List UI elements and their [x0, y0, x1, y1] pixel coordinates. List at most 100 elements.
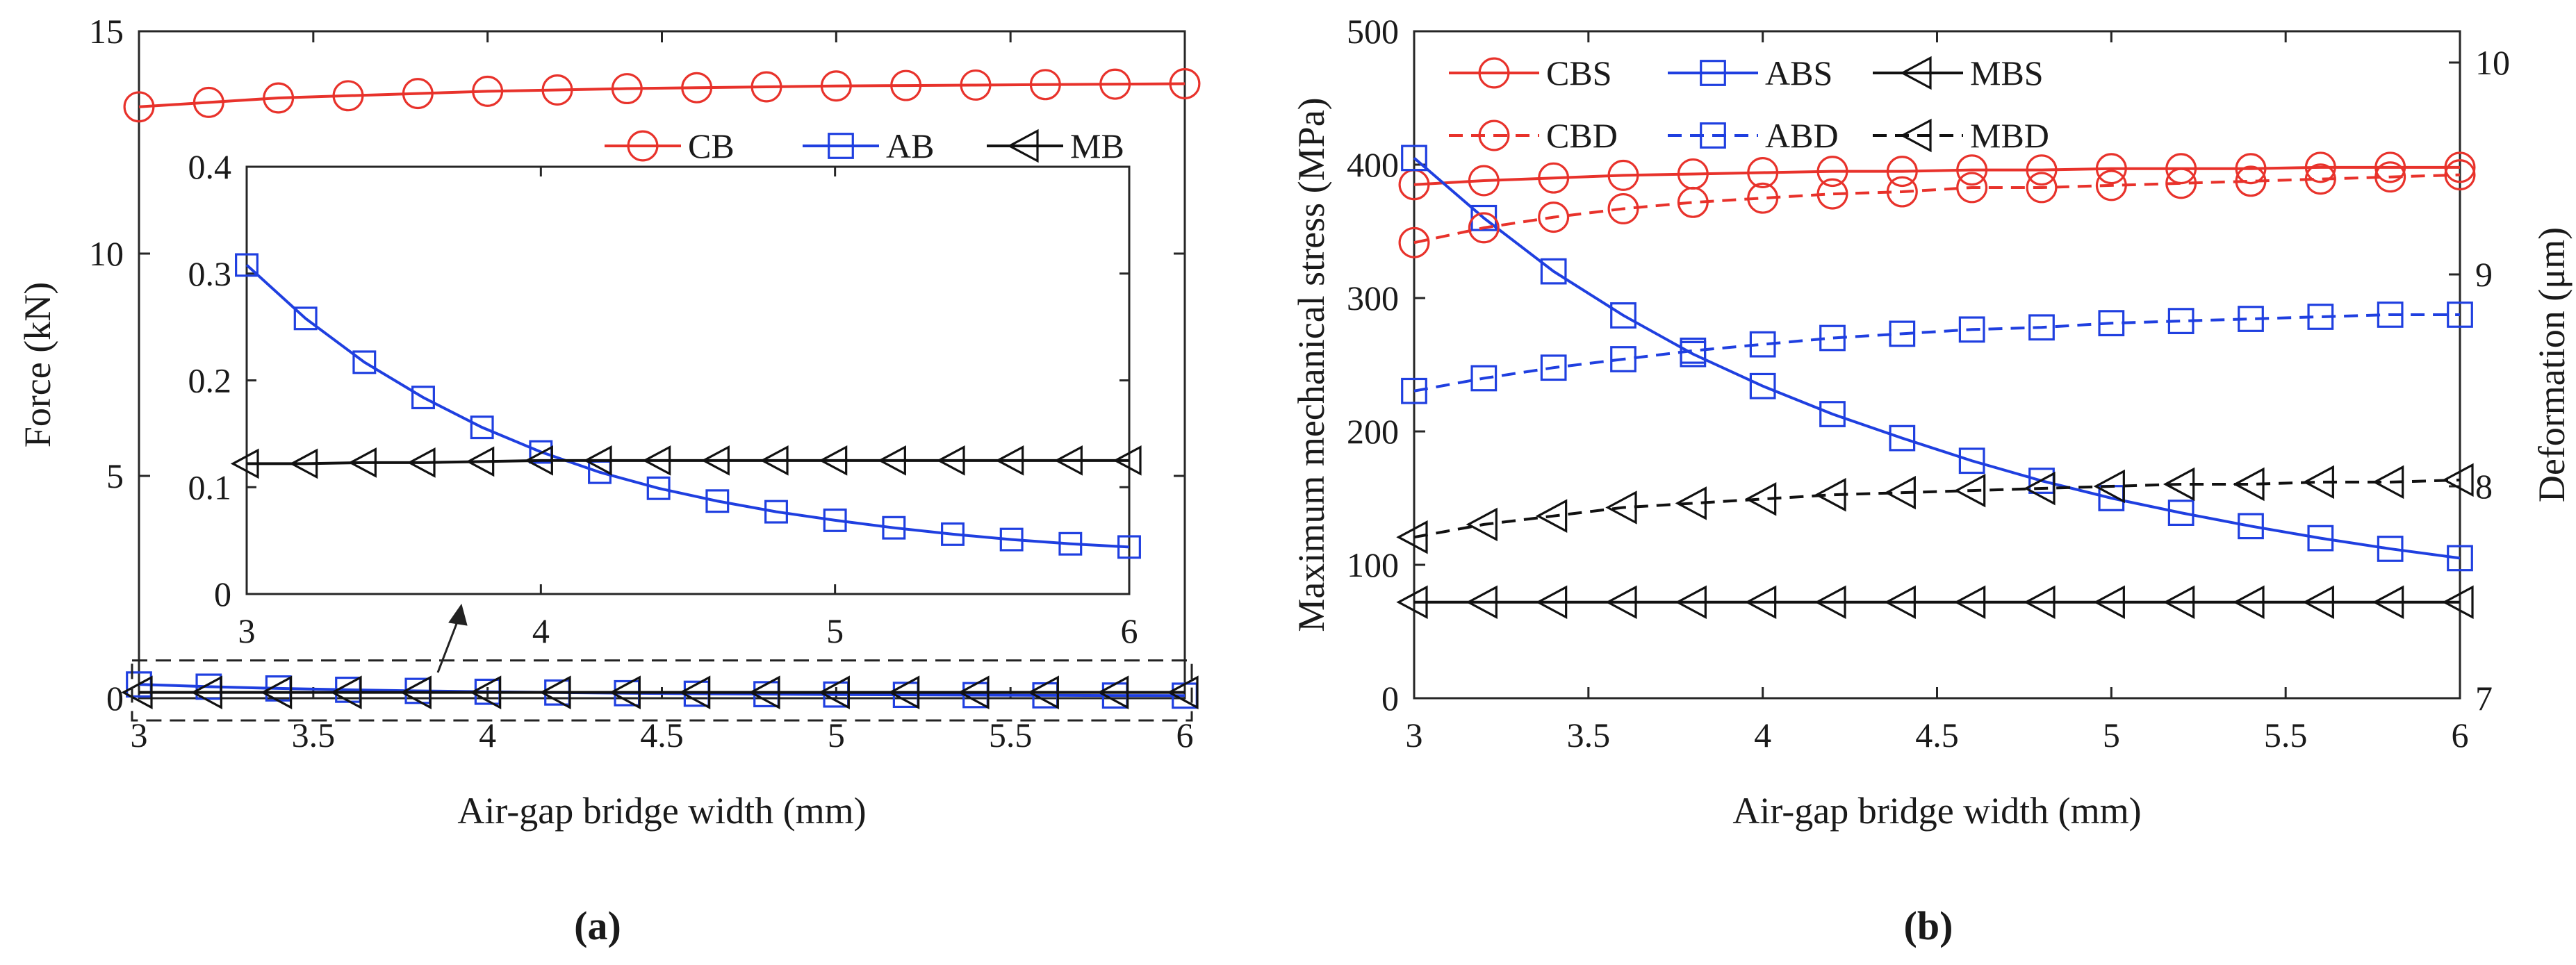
panel-b-point-ABD: [2377, 302, 2404, 328]
panel-a-inset-box: [245, 165, 1131, 595]
inset-point-MB: [642, 445, 671, 476]
panel-a-ylabel: Force (kN): [17, 282, 58, 447]
panel-b-point-MBD: [1396, 520, 1428, 554]
panel-a-point-CB: [263, 82, 295, 114]
panel-b-point-ABD: [1680, 337, 1707, 364]
panel-a-point-MB: [539, 675, 571, 709]
panel-b-xtick-label: 6: [2452, 716, 2469, 754]
panel-b-point-MBS: [2233, 585, 2265, 620]
inset-point-MB: [348, 447, 377, 478]
inset-ytick-label: 0.1: [188, 468, 232, 506]
panel-b-point-CBS: [1468, 165, 1500, 197]
panel-b-point-ABD: [1958, 316, 1985, 343]
legend-b-label-CBD: CBD: [1546, 116, 1618, 155]
panel-a-point-CB: [402, 78, 434, 110]
inset-line-AB: [245, 263, 1130, 549]
panel-b-ytick-label: 0: [1381, 679, 1399, 718]
panel-b-point-CBD: [2095, 170, 2127, 201]
panel-b-line-ABS: [1413, 156, 2461, 560]
inset-point-AB: [352, 350, 377, 374]
panel-b-point-ABS: [2377, 536, 2404, 562]
panel-b-xtick-label: 4: [1754, 716, 1771, 754]
panel-a-point-MB: [260, 675, 293, 709]
panel-b-line-ABD: [1413, 313, 2460, 393]
inset-point-AB: [764, 500, 788, 524]
legend-b-label-MBS: MBS: [1970, 53, 2044, 92]
inset-point-MB: [760, 445, 789, 476]
legend-a-marker-CB: [627, 130, 659, 162]
panel-b-point-MBD: [2233, 467, 2265, 502]
panel-b-point-CBS: [1956, 154, 1988, 186]
panel-b-point-MBD: [2093, 469, 2125, 504]
zoom-arrow-head: [448, 603, 468, 626]
panel-a-xlabel: Air-gap bridge width (mm): [457, 790, 866, 832]
panel-b-point-CBD: [2235, 165, 2267, 197]
panel-a-point-CB: [1169, 68, 1201, 99]
legend-a-marker-MB: [1007, 129, 1039, 163]
legend-b-marker-ABD: [1700, 122, 1726, 149]
panel-b-point-MBD: [1953, 473, 1986, 508]
panel-a-point-MB: [469, 675, 502, 709]
panel-a-ytick-label: 5: [106, 456, 124, 495]
panel-b-point-MBD: [2372, 465, 2404, 500]
inset-ytick-label: 0.3: [188, 254, 232, 293]
panel-b-ytick-label: 200: [1347, 412, 1399, 451]
inset-point-AB: [1117, 535, 1141, 559]
inset-xtick-label: 6: [1121, 611, 1138, 650]
inset-point-AB: [235, 253, 259, 277]
panel-b-point-ABS: [2238, 513, 2264, 540]
legend-b-label-ABS: ABS: [1765, 53, 1832, 92]
panel-a-series-CB: [123, 68, 1201, 123]
inset-point-AB: [1058, 531, 1083, 556]
panel-a-ytick-label: 0: [106, 679, 124, 718]
panel-b-point-MBS: [1466, 585, 1498, 620]
inset-point-AB: [646, 476, 671, 500]
panel-b-point-ABD: [1819, 324, 1846, 352]
legend-b-marker-CBD: [1478, 119, 1510, 151]
panel-b-point-CBD: [2026, 172, 2058, 204]
inset-point-MB: [701, 445, 730, 476]
inset-ytick-label: 0.2: [188, 361, 232, 400]
panel-b-point-MBD: [1814, 477, 1846, 512]
panel-a-point-MB: [1167, 675, 1199, 709]
panel-a-zoom-box: [131, 659, 1193, 722]
panel-b-point-MBS: [1675, 585, 1707, 620]
inset-point-MB: [525, 445, 553, 476]
panel-b-ytick-label: 100: [1347, 545, 1399, 584]
panel-a-xtick-label: 5.5: [989, 716, 1033, 754]
panel-b-point-CBD: [2165, 167, 2197, 199]
inset-point-MB: [583, 445, 612, 476]
panel-a-line-CB: [138, 82, 1186, 108]
panel-a-point-MB: [678, 675, 711, 709]
inset-point-MB: [289, 448, 318, 479]
inset-point-MB: [1054, 445, 1083, 476]
panel-b-series-MBS: [1396, 585, 2474, 620]
panel-b-point-CBS: [2444, 151, 2476, 183]
inset-point-AB: [470, 415, 494, 440]
panel-b-point-ABD: [1889, 320, 1916, 347]
panel-b-point-ABS: [1889, 424, 1916, 452]
panel-a-point-CB: [611, 73, 643, 105]
panel-b-xtick-label: 4.5: [1915, 716, 1959, 754]
panel-a-point-MB: [190, 675, 222, 709]
panel-b-point-ABD: [1470, 365, 1498, 392]
panel-a-point-CB: [472, 75, 504, 107]
panel-a-ytick-label: 10: [89, 234, 124, 273]
panel-b-point-ABS: [1749, 372, 1776, 399]
panel-b-point-MBS: [1814, 585, 1846, 620]
inset-point-MB: [819, 445, 848, 476]
panel-b-point-ABD: [1540, 354, 1567, 381]
panel-b-point-CBS: [1886, 156, 1918, 188]
inset-xtick-label: 3: [238, 611, 256, 650]
panel-b-point-ABS: [2167, 500, 2194, 527]
panel-b-point-ABS: [1401, 145, 1427, 172]
panel-a-xtick-label: 6: [1176, 716, 1194, 754]
panel-b-point-CBD: [1538, 201, 1570, 233]
panel-b-point-CBS: [1607, 159, 1639, 191]
panel-a-xtick-label: 5: [828, 716, 845, 754]
panel-b-point-CBS: [2095, 153, 2127, 185]
panel-a-ytick-label: 15: [89, 12, 124, 51]
inset-xtick-label: 5: [826, 611, 844, 650]
panel-b-point-CBS: [2304, 151, 2336, 183]
